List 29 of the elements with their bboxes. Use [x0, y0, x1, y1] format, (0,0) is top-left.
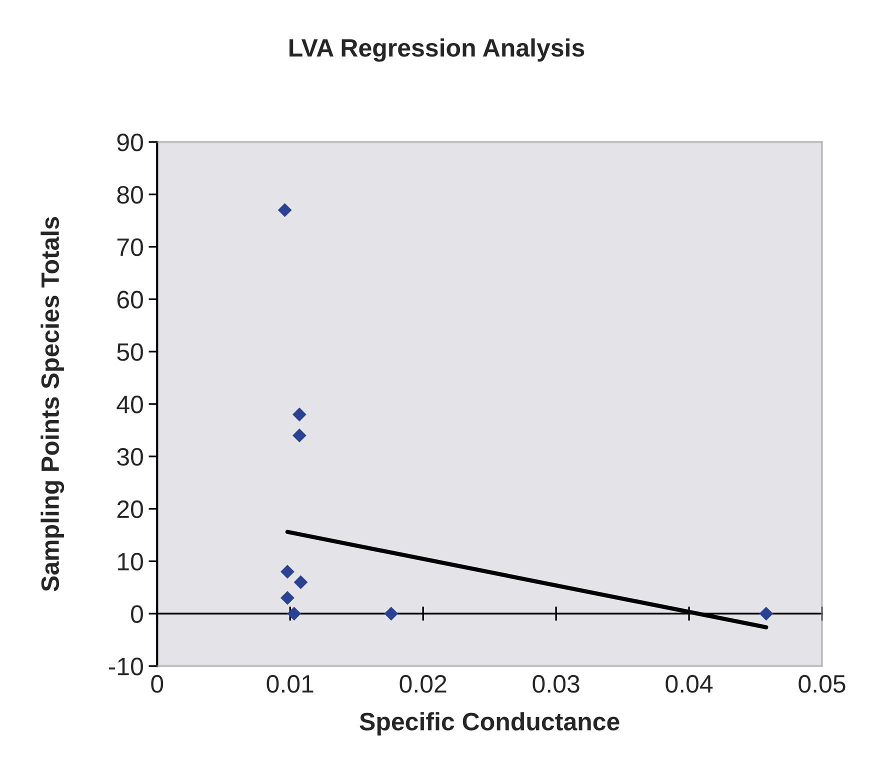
- y-tick-label: 60: [117, 290, 143, 309]
- chart-title: LVA Regression Analysis: [290, 38, 584, 62]
- point: [384, 606, 398, 621]
- y-tick-label: 90: [117, 134, 143, 152]
- point: [759, 606, 774, 621]
- y-tick-label: 50: [117, 343, 143, 361]
- x-tick-label: 0.03: [532, 675, 580, 693]
- point: [294, 575, 308, 590]
- x-tick-label: 0.05: [798, 675, 846, 693]
- point: [287, 606, 302, 621]
- point: [280, 590, 294, 605]
- y-tick-label: 0: [131, 605, 143, 623]
- point: [280, 564, 294, 579]
- y-tick-label: -10: [108, 658, 143, 676]
- x-tick-label: 0.01: [266, 675, 314, 693]
- y-tick-label: 40: [116, 396, 143, 414]
- point: [292, 408, 306, 422]
- y-tick-label: 30: [117, 448, 143, 466]
- x-axis-title: Specific Conductance: [360, 712, 620, 736]
- y-tick-label: 20: [117, 500, 143, 518]
- y-axis-title: Sampling Points Species Totals: [40, 217, 64, 592]
- point: [292, 428, 306, 442]
- x-tick-label: 0: [151, 675, 164, 693]
- y-tick-label: 70: [117, 238, 143, 256]
- point: [278, 203, 292, 218]
- y-tick-label: 80: [117, 186, 143, 204]
- x-tick-label: 0.02: [400, 675, 446, 693]
- y-tick-label: 10: [118, 552, 143, 571]
- x-tick-label: 0.04: [666, 675, 713, 693]
